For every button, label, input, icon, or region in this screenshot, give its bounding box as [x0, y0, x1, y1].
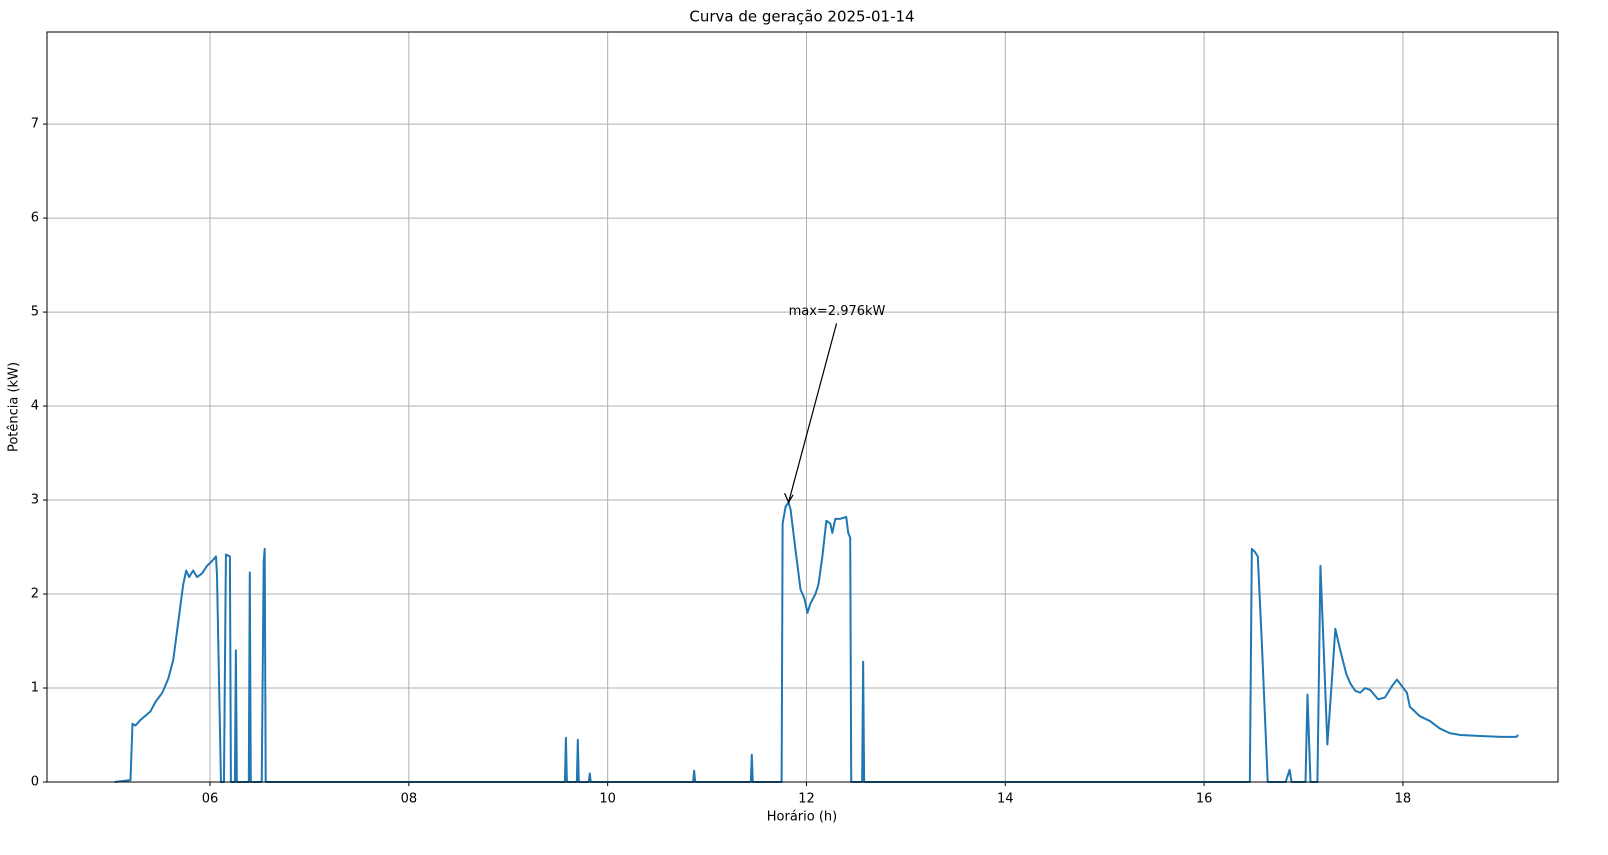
y-tick-label: 5 [31, 305, 39, 320]
plot-frame [46, 31, 1559, 783]
data-line [114, 501, 1519, 783]
x-tick-label: 12 [798, 792, 815, 807]
y-tick-label: 3 [31, 493, 39, 508]
y-tick-label: 7 [31, 117, 39, 132]
y-tick-label: 0 [31, 775, 39, 790]
y-axis-label: Potência (kW) [7, 362, 22, 452]
y-tick-label: 2 [31, 587, 39, 602]
x-tick-label: 16 [1196, 792, 1213, 807]
annotation-arrowhead [784, 493, 794, 504]
x-tick-label: 08 [401, 792, 418, 807]
y-tick-label: 1 [31, 681, 39, 696]
x-tick-label: 18 [1395, 792, 1412, 807]
x-tick-label: 10 [599, 792, 616, 807]
chart-title: Curva de geração 2025-01-14 [689, 8, 914, 26]
y-tick-label: 6 [31, 211, 39, 226]
annotation-text: max=2.976kW [789, 304, 886, 319]
annotation-arrow [788, 323, 838, 503]
x-tick-label: 14 [997, 792, 1014, 807]
x-axis-label: Horário (h) [767, 810, 837, 825]
x-tick-label: 06 [202, 792, 219, 807]
y-tick-label: 4 [31, 399, 39, 414]
